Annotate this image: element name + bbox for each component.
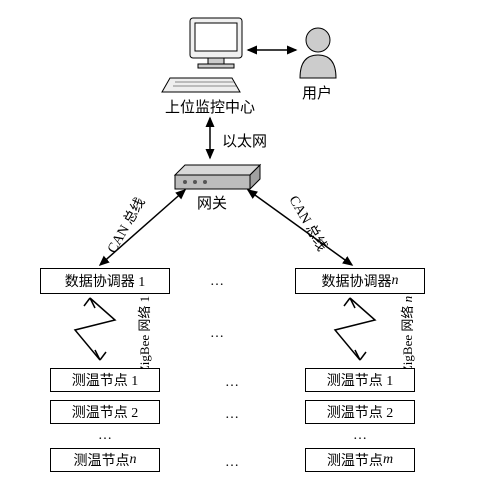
- dots-zigbee: …: [210, 326, 226, 342]
- temp-node-right-1: 测温节点 1: [305, 368, 415, 392]
- temp-node-right-m: 测温节点 m: [305, 448, 415, 472]
- computer-icon: [162, 18, 242, 92]
- dots-nodes-row1: …: [225, 375, 241, 391]
- can-left-label: CAN 总线: [102, 194, 150, 257]
- zigbee-left-label: ZigBee 网络 1: [134, 296, 153, 373]
- temp-node-right-2: 测温节点 2: [305, 400, 415, 424]
- gateway-icon: [175, 165, 260, 189]
- dots-nodes-row3: …: [225, 455, 241, 471]
- zigbee-arrow-left: [75, 298, 115, 360]
- dots-right-nodes: …: [353, 428, 369, 444]
- monitor-center-label: 上位监控中心: [165, 96, 255, 117]
- temp-node-left-n: 测温节点 n: [50, 448, 160, 472]
- ethernet-label: 以太网: [222, 130, 267, 151]
- temp-node-left-1: 测温节点 1: [50, 368, 160, 392]
- zigbee-arrow-right: [335, 298, 375, 360]
- can-right-label: CAN 总线: [285, 192, 333, 255]
- dots-left-nodes: …: [98, 428, 114, 444]
- dots-coordinators: …: [210, 274, 226, 290]
- coordinator-left: 数据协调器 1: [40, 268, 170, 294]
- gateway-label: 网关: [197, 192, 227, 213]
- coordinator-right: 数据协调器 n: [295, 268, 425, 294]
- user-label: 用户: [302, 82, 332, 103]
- zigbee-right-label: ZigBee 网络 n: [397, 296, 416, 373]
- diagram-svg: [0, 0, 501, 504]
- user-icon: [300, 28, 336, 78]
- dots-nodes-row2: …: [225, 407, 241, 423]
- temp-node-left-2: 测温节点 2: [50, 400, 160, 424]
